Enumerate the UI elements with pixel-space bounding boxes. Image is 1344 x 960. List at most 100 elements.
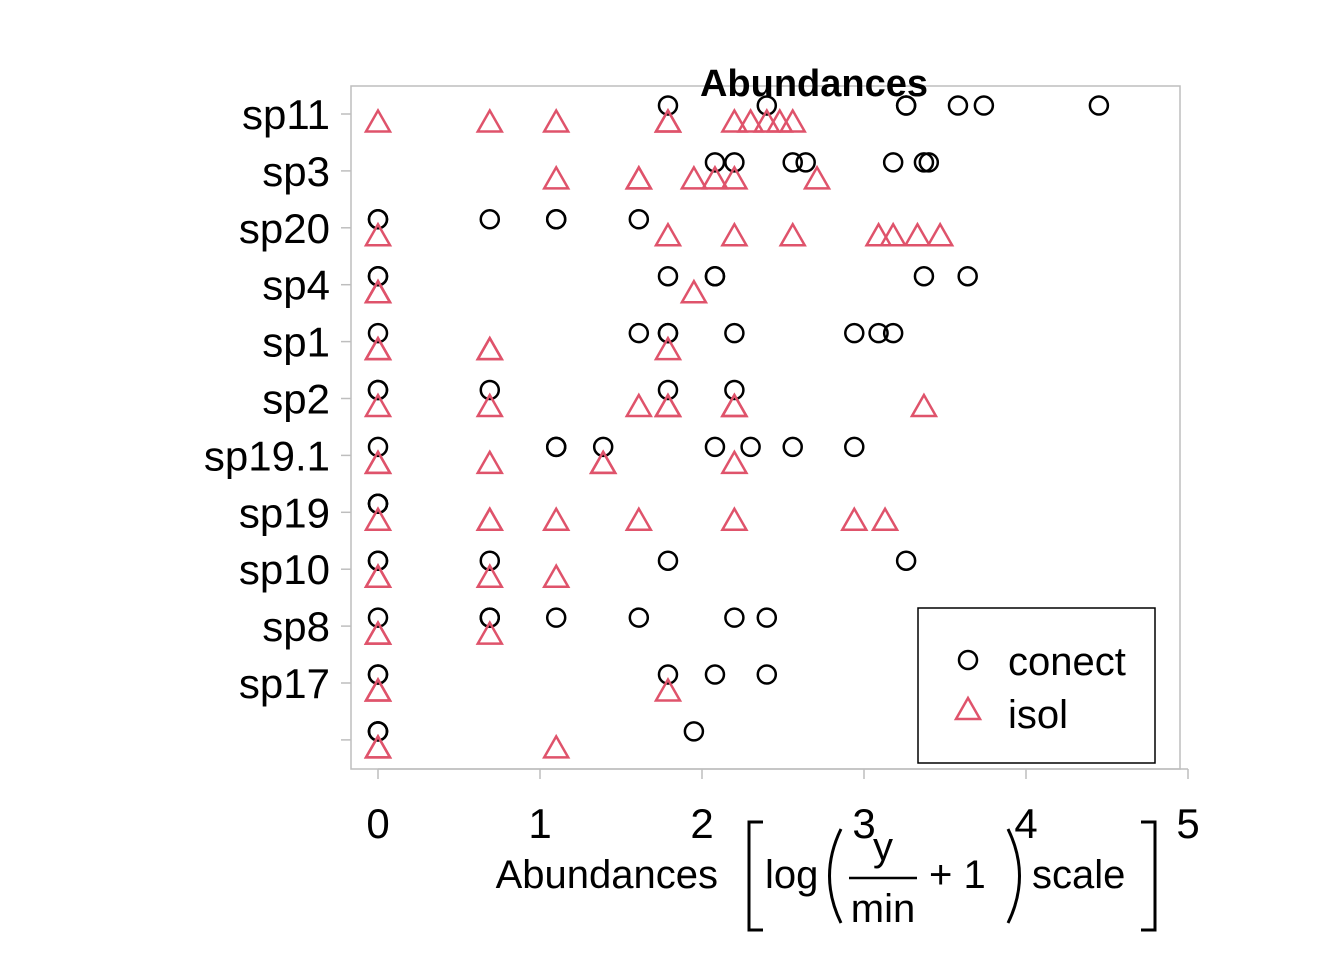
conect-point xyxy=(367,721,389,742)
conect-point xyxy=(479,607,501,628)
isol-point xyxy=(363,506,393,532)
conect-point xyxy=(756,607,778,628)
legend-isol-marker xyxy=(953,695,983,721)
isol-point xyxy=(720,164,749,190)
conect-point xyxy=(657,322,679,344)
y-tick-label: sp19.1 xyxy=(204,432,330,479)
conect-point xyxy=(844,322,865,344)
isol-point xyxy=(363,278,393,304)
data-points xyxy=(363,95,1110,759)
isol-point xyxy=(475,620,504,645)
isol-point xyxy=(363,221,393,247)
conect-point xyxy=(592,436,614,458)
isol-point xyxy=(542,733,571,759)
isol-point xyxy=(475,563,504,588)
isol-point xyxy=(475,335,504,361)
x-tick-label: 5 xyxy=(1176,800,1199,847)
isol-point xyxy=(840,506,869,532)
isol-point xyxy=(589,449,618,475)
conect-point xyxy=(756,95,778,116)
y-tick-label: sp1 xyxy=(262,319,330,366)
isol-point xyxy=(475,506,504,532)
isol-point xyxy=(624,392,653,418)
conect-point xyxy=(782,152,803,173)
conect-point xyxy=(724,379,745,401)
isol-point xyxy=(720,392,749,418)
y-tick-label: sp17 xyxy=(239,660,330,707)
conect-point xyxy=(367,550,389,571)
x-label-log: log xyxy=(765,853,818,897)
isol-point xyxy=(624,506,653,532)
isol-point xyxy=(653,221,683,247)
x-label-scale: scale xyxy=(1032,853,1125,897)
isol-point xyxy=(720,506,749,532)
conect-point xyxy=(657,664,679,685)
conect-point xyxy=(973,95,995,116)
conect-point xyxy=(628,209,650,230)
legend-isol-label: isol xyxy=(1008,693,1068,737)
isol-point xyxy=(720,221,749,247)
conect-point xyxy=(957,265,978,287)
isol-point xyxy=(542,164,571,190)
legend-conect-label: conect xyxy=(1008,640,1126,684)
conect-point xyxy=(657,95,679,116)
isol-point xyxy=(864,221,893,247)
isol-point xyxy=(925,221,955,247)
isol-point xyxy=(653,392,683,418)
isol-point xyxy=(653,107,683,133)
conect-point xyxy=(868,322,889,344)
conect-point xyxy=(844,436,865,458)
conect-point xyxy=(367,379,389,401)
y-axis: sp11 sp3 sp20 sp4 sp1 sp2 sp19.1 sp19 sp10 sp8 sp1… xyxy=(204,91,351,741)
isol-point xyxy=(475,392,504,418)
isol-point xyxy=(736,107,765,133)
conect-point xyxy=(704,436,726,458)
isol-point xyxy=(363,563,393,588)
isol-point xyxy=(653,335,683,361)
x-label-plus-one: + 1 xyxy=(929,853,986,897)
legend-conect-marker xyxy=(957,649,979,671)
isol-point xyxy=(679,164,709,190)
x-axis-label: Abundances log y min + 1 scale xyxy=(496,820,1157,932)
y-tick-label: sp8 xyxy=(262,603,330,650)
isol-point xyxy=(679,278,709,304)
isol-point xyxy=(475,335,504,361)
conect-point xyxy=(367,607,389,628)
conect-point xyxy=(628,322,650,344)
x-label-numerator: y xyxy=(873,825,893,869)
chart-title: Abundances xyxy=(700,63,928,105)
isol-point xyxy=(778,107,807,133)
isol-point xyxy=(363,449,393,475)
x-label-prefix: Abundances xyxy=(496,853,718,897)
isol-point xyxy=(870,506,900,532)
conect-point xyxy=(367,436,389,458)
conect-point xyxy=(367,322,389,344)
x-tick-label: 2 xyxy=(690,800,713,847)
legend-box xyxy=(917,607,1156,764)
isol-point xyxy=(903,221,932,247)
conect-point xyxy=(882,152,904,173)
conect-point xyxy=(479,550,501,571)
x-axis: 0 1 2 3 4 5 xyxy=(366,768,1200,847)
conect-point xyxy=(683,721,705,742)
conect-point xyxy=(704,664,726,685)
y-tick-label: sp10 xyxy=(239,546,330,593)
conect-point xyxy=(913,265,935,287)
conect-point xyxy=(657,550,679,571)
x-label-right-bracket xyxy=(1141,820,1157,932)
conect-point xyxy=(724,322,745,344)
isol-point xyxy=(879,221,908,247)
conect-point xyxy=(545,209,567,230)
isol-point xyxy=(363,335,393,361)
x-tick-label: 1 xyxy=(528,800,551,847)
conect-point xyxy=(947,95,969,116)
isol-point xyxy=(475,107,504,133)
y-tick-label: sp19 xyxy=(239,489,330,536)
isol-point xyxy=(363,733,393,759)
conect-point xyxy=(545,436,567,458)
isol-point xyxy=(542,107,571,133)
isol-point xyxy=(363,676,393,702)
conect-point xyxy=(882,322,904,344)
conect-point xyxy=(367,209,389,230)
